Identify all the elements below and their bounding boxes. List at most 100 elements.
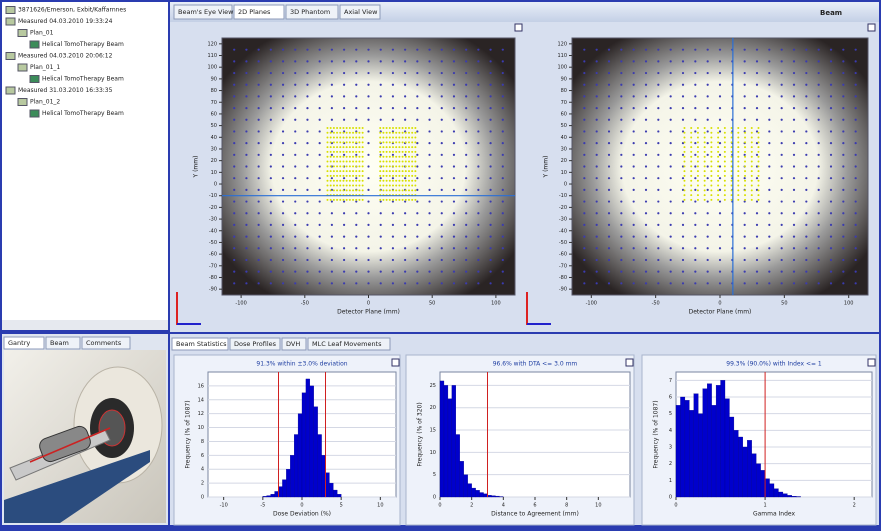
detector-dot — [768, 165, 770, 167]
tree-item[interactable]: Helical TomoTherapy Beam — [42, 76, 124, 83]
detector-dot-highlight — [737, 132, 739, 134]
detector-dot — [645, 154, 647, 156]
panel-button[interactable] — [626, 359, 633, 366]
tree-item[interactable]: Plan_01 — [30, 30, 54, 37]
detector-dot — [657, 49, 659, 51]
detector-dot-highlight — [333, 199, 335, 201]
histogram-bar — [448, 399, 452, 497]
detector-dot — [596, 177, 598, 179]
tab[interactable]: DVH — [282, 338, 306, 350]
detector-dot-highlight — [382, 170, 384, 172]
detector-dot — [502, 282, 504, 284]
detector-dot — [682, 224, 684, 226]
tab[interactable]: MLC Leaf Movements — [308, 338, 390, 350]
tab[interactable]: 2D Planes — [234, 5, 284, 19]
detector-dot-highlight — [697, 137, 699, 139]
detector-dot — [502, 107, 504, 109]
detector-dot — [502, 49, 504, 51]
y-tick-label: 30 — [561, 146, 567, 152]
detector-dot — [830, 119, 832, 121]
tree-item[interactable]: Measured 31.03.2010 16:33:35 — [18, 87, 113, 94]
detector-dot-highlight — [326, 199, 328, 201]
tree-scrollbar[interactable] — [2, 320, 168, 330]
detector-dot — [583, 49, 585, 51]
detector-dot — [855, 154, 857, 156]
detector-dot — [319, 49, 321, 51]
tab[interactable]: Dose Profiles — [230, 338, 280, 350]
detector-dot — [282, 95, 284, 97]
tab[interactable]: Beam — [46, 337, 80, 349]
detector-dot — [855, 84, 857, 86]
detector-dot — [441, 212, 443, 214]
panel-button[interactable] — [868, 359, 875, 366]
detector-dot — [707, 119, 709, 121]
detector-dot — [282, 271, 284, 273]
detector-dot — [294, 235, 296, 237]
tree-item[interactable]: Helical TomoTherapy Beam — [42, 41, 124, 48]
tab[interactable]: Axial View — [340, 5, 380, 19]
histogram-bar — [472, 488, 476, 497]
panel-button[interactable] — [868, 24, 875, 31]
detector-dot-highlight — [717, 185, 719, 187]
detector-dot-highlight — [405, 151, 407, 153]
detector-dot — [416, 60, 418, 62]
detector-dot — [380, 247, 382, 249]
panel-button[interactable] — [392, 359, 399, 366]
detector-dot-highlight — [392, 141, 394, 143]
detector-dot — [270, 72, 272, 74]
detector-dot-highlight — [330, 156, 332, 158]
tab[interactable]: Beam Statistics — [172, 338, 228, 350]
tree-item[interactable]: Measured 04.03.2010 20:06:12 — [18, 53, 113, 60]
tab[interactable]: Beam's Eye View — [174, 5, 234, 19]
detector-dot-highlight — [724, 127, 726, 129]
detector-dot-highlight — [352, 156, 354, 158]
detector-dot-highlight — [389, 199, 391, 201]
tree-item[interactable]: 3871626/Emerson, Exbit/Kaffarnnes — [18, 7, 126, 14]
detector-dot — [294, 119, 296, 121]
tree-item[interactable]: Plan_01_2 — [30, 99, 60, 106]
detector-dot-highlight — [379, 156, 381, 158]
detector-dot — [465, 271, 467, 273]
tab[interactable]: Comments — [82, 337, 130, 349]
detector-dot-highlight — [402, 180, 404, 182]
detector-dot-highlight — [757, 194, 759, 196]
tree-item[interactable]: Helical TomoTherapy Beam — [42, 110, 124, 117]
histogram-bar — [333, 490, 337, 497]
detector-dot-highlight — [411, 141, 413, 143]
detector-dot-highlight — [382, 180, 384, 182]
detector-dot-highlight — [346, 161, 348, 163]
detector-dot — [270, 84, 272, 86]
detector-dot-highlight — [382, 189, 384, 191]
detector-dot-highlight — [405, 127, 407, 129]
detector-dot — [756, 271, 758, 273]
detector-dot — [489, 154, 491, 156]
detector-dot-highlight — [342, 156, 344, 158]
y-tick-label: 20 — [211, 158, 217, 164]
detector-dot — [306, 60, 308, 62]
detector-dot-highlight — [379, 175, 381, 177]
detector-dot — [694, 200, 696, 202]
detector-dot — [756, 84, 758, 86]
tree-item[interactable]: Plan_01_1 — [30, 64, 60, 71]
detector-dot-highlight — [411, 189, 413, 191]
detector-dot — [620, 165, 622, 167]
tree-item[interactable]: Measured 04.03.2010 19:33:24 — [18, 18, 113, 25]
panel-button[interactable] — [515, 24, 522, 31]
detector-dot-highlight — [395, 175, 397, 177]
detector-dot-highlight — [333, 137, 335, 139]
detector-dot — [707, 72, 709, 74]
detector-dot — [306, 212, 308, 214]
detector-dot — [343, 119, 345, 121]
detector-dot — [477, 142, 479, 144]
detector-dot — [781, 247, 783, 249]
detector-dot — [306, 189, 308, 191]
detector-dot — [608, 200, 610, 202]
tab[interactable]: 3D Phantom — [286, 5, 338, 19]
detector-dot — [830, 235, 832, 237]
detector-dot — [392, 235, 394, 237]
y-tick-label: 12 — [198, 411, 204, 417]
detector-dot-highlight — [336, 137, 338, 139]
detector-dot — [855, 119, 857, 121]
detector-dot-highlight — [751, 151, 753, 153]
tab[interactable]: Gantry — [4, 337, 44, 349]
